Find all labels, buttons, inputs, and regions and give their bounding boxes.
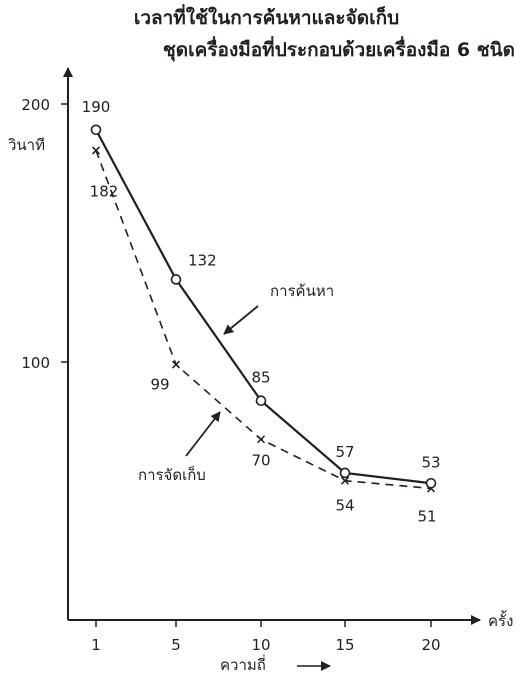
data-label-search: 53 (421, 453, 440, 471)
data-label-search: 190 (82, 98, 111, 116)
marker-point-storage (91, 146, 101, 155)
marker-point-storage (256, 435, 266, 444)
series-annotation-arrow-storage (185, 411, 221, 457)
y-axis-title: วินาที (7, 136, 45, 154)
marker-point-storage (171, 360, 181, 369)
x-tick-label: 20 (421, 636, 440, 654)
marker-point-search (339, 467, 351, 479)
marker-point-storage (340, 476, 350, 485)
series-annotation-storage: การจัดเก็บ (138, 465, 206, 484)
x-axis-title: ความถี่ (220, 654, 266, 674)
series-line-search (95, 129, 432, 485)
marker-point-search (170, 274, 182, 285)
data-label-storage: 182 (90, 182, 119, 200)
data-label-search: 132 (188, 251, 217, 269)
data-label-storage: 70 (251, 451, 270, 469)
data-label-storage: 54 (335, 497, 354, 515)
series-annotation-search: การค้นหา (270, 282, 334, 300)
marker-point-search (425, 477, 437, 489)
x-tick-label: 15 (335, 636, 354, 654)
chart-title-line-2: ชุดเครื่องมือที่ประกอบด้วยเครื่องมือ 6 ช… (162, 39, 515, 61)
x-axis-unit: ครั้ง (488, 610, 513, 630)
x-tick-label: 5 (171, 636, 181, 654)
x-tick-label: 1 (91, 636, 101, 654)
marker-point-search (90, 124, 102, 136)
x-tick-label: 10 (251, 636, 270, 654)
y-tick-label: 200 (21, 96, 50, 114)
y-tick-label: 100 (21, 354, 50, 372)
data-label-storage: 51 (417, 507, 436, 525)
data-label-storage: 99 (150, 376, 169, 394)
data-label-search: 57 (335, 443, 354, 461)
marker-point-search (255, 395, 267, 407)
data-label-search: 85 (251, 369, 270, 387)
series-annotation-arrow-search (223, 305, 259, 335)
chart-title-line-1: เวลาที่ใช้ในการค้นหาและจัดเก็บ (133, 7, 400, 29)
